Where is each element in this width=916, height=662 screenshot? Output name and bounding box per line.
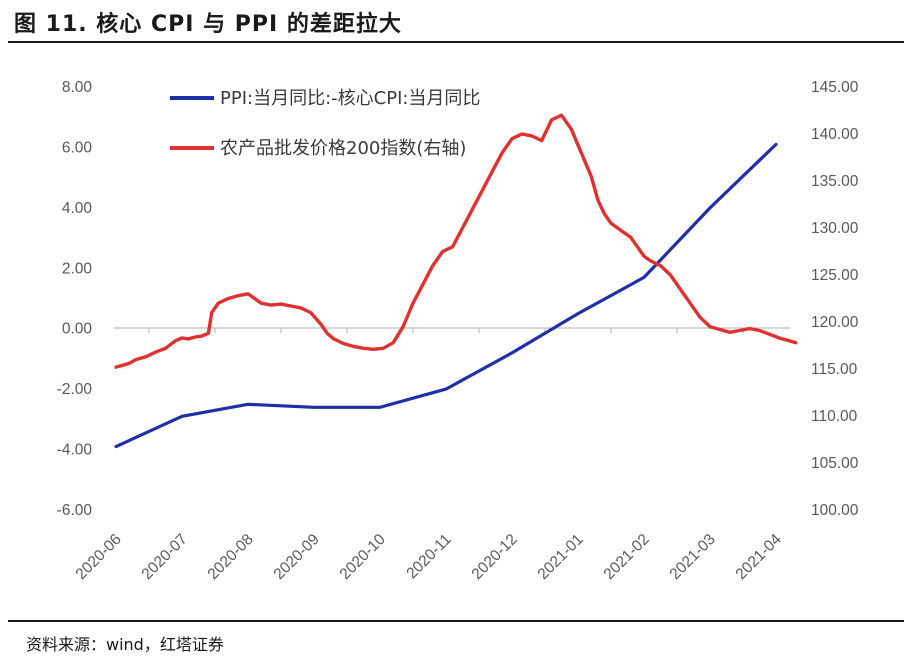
x-tick-label: 2020-11 [403,531,454,582]
right-tick-label: 135.00 [811,173,859,190]
right-tick-label: 130.00 [811,220,859,237]
source-note: 资料来源：wind，红塔证券 [26,635,224,654]
right-tick-label: 100.00 [811,502,859,519]
left-tick-label: -4.00 [57,442,93,459]
left-tick-label: -2.00 [57,381,93,398]
left-tick-label: 2.00 [62,260,93,277]
left-tick-label: 4.00 [62,200,93,217]
left-tick-label: 0.00 [62,321,93,338]
x-tick-label: 2020-12 [469,531,521,583]
footer-divider [8,620,904,622]
x-tick-label: 2021-03 [667,531,719,583]
series-layer [114,113,798,449]
x-tick-label: 2020-07 [139,531,191,583]
right-tick-label: 105.00 [811,455,859,472]
x-tick-label: 2020-10 [337,531,390,584]
right-tick-label: 120.00 [811,314,859,331]
right-tick-label: 145.00 [811,79,859,96]
left-axis: 8.00 6.00 4.00 2.00 0.00 -2.00 -4.00 -6.00 [57,79,93,519]
page-title: 图 11. 核心 CPI 与 PPI 的差距拉大 [14,12,402,37]
legend-label-agri: 农产品批发价格200指数(右轴) [220,138,466,159]
right-tick-label: 125.00 [811,267,859,284]
legend: PPI:当月同比:-核心CPI:当月同比 农产品批发价格200指数(右轴) [170,88,480,159]
x-tick-label: 2021-01 [535,531,587,583]
right-tick-label: 115.00 [811,361,858,378]
x-tick-label: 2020-08 [205,531,257,583]
tick-marks [148,328,744,333]
x-tick-label: 2021-02 [601,531,653,583]
right-tick-label: 110.00 [811,408,858,425]
legend-label-ppi: PPI:当月同比:-核心CPI:当月同比 [220,88,480,109]
left-tick-label: 6.00 [62,139,93,156]
right-axis: 145.00 140.00 135.00 130.00 125.00 120.00 115.… [811,79,859,519]
right-tick-label: 140.00 [811,126,859,143]
x-tick-label: 2020-09 [271,531,323,583]
x-tick-label: 2020-06 [73,531,125,583]
left-tick-label: -6.00 [57,502,93,519]
series-line-agri-price-index [114,113,798,369]
series-line-ppi-minus-core-cpi [114,142,778,449]
left-tick-label: 8.00 [62,79,93,96]
x-tick-label: 2021-04 [733,531,786,584]
title-divider [8,41,904,43]
x-axis: 2020-06 2020-07 2020-08 2020-09 2020-10 2020-… [73,531,786,584]
